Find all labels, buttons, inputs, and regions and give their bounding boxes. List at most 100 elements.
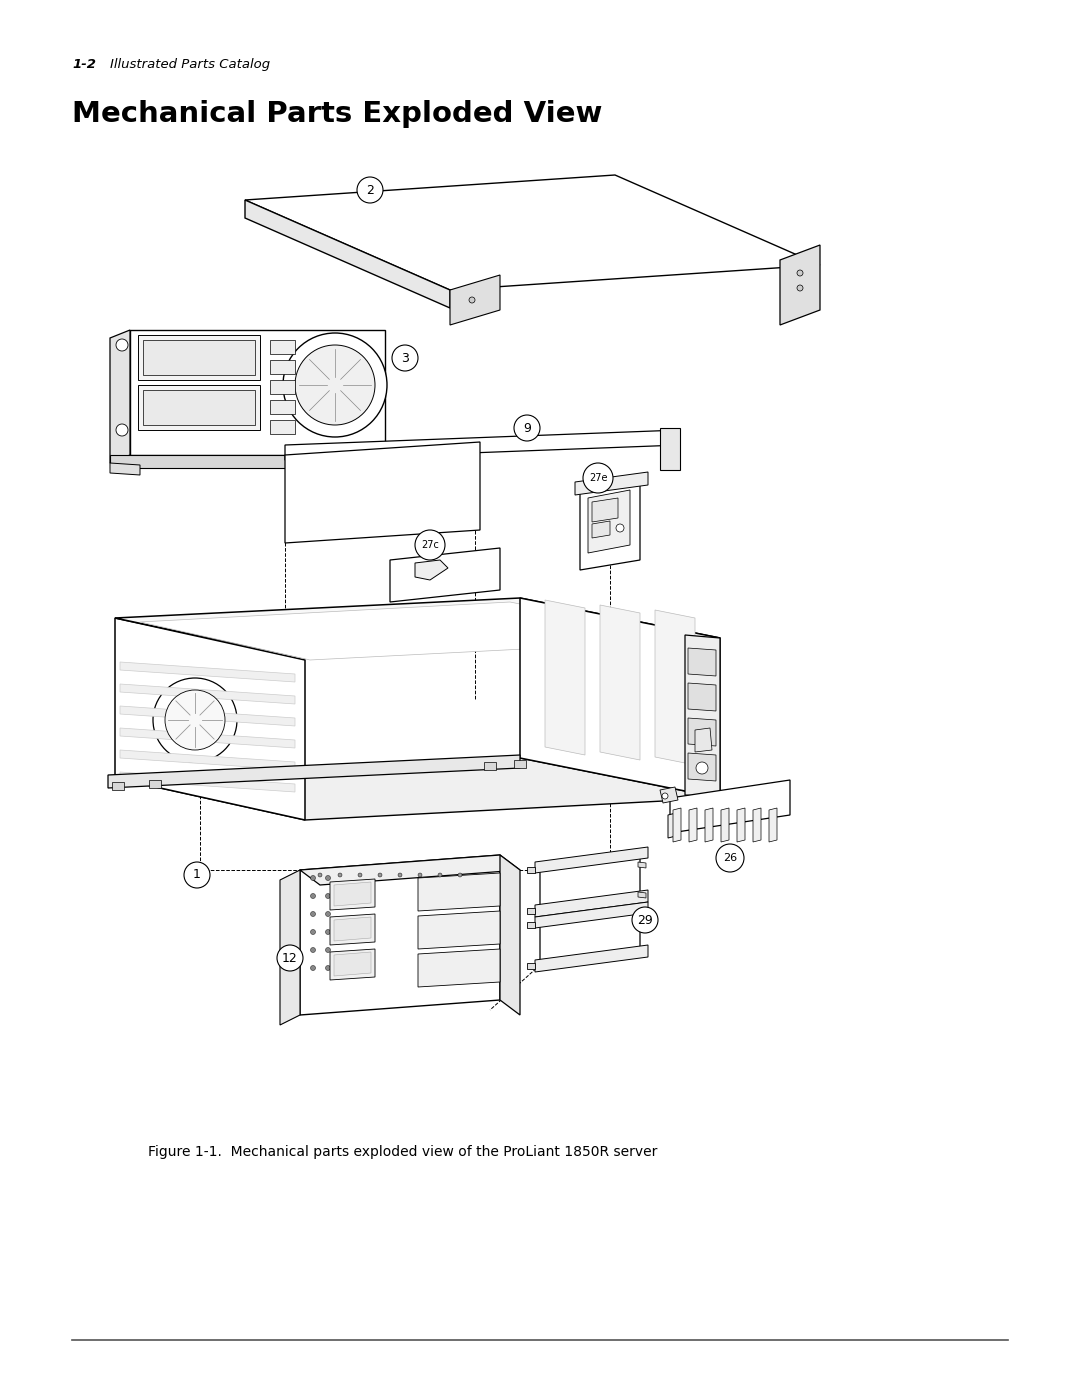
Text: 3: 3 bbox=[401, 352, 409, 365]
Polygon shape bbox=[660, 787, 678, 803]
Polygon shape bbox=[270, 360, 295, 374]
Circle shape bbox=[295, 345, 375, 425]
Polygon shape bbox=[138, 386, 260, 430]
Polygon shape bbox=[575, 472, 648, 495]
Polygon shape bbox=[285, 430, 680, 460]
Circle shape bbox=[716, 844, 744, 872]
Text: 29: 29 bbox=[637, 914, 653, 926]
Circle shape bbox=[311, 947, 315, 953]
Circle shape bbox=[583, 462, 613, 493]
Circle shape bbox=[325, 929, 330, 935]
Polygon shape bbox=[545, 599, 585, 754]
Circle shape bbox=[514, 415, 540, 441]
Polygon shape bbox=[245, 175, 820, 291]
Polygon shape bbox=[334, 916, 372, 942]
Circle shape bbox=[116, 339, 129, 351]
Polygon shape bbox=[120, 685, 295, 704]
Polygon shape bbox=[527, 963, 535, 970]
Polygon shape bbox=[688, 753, 716, 781]
Polygon shape bbox=[540, 909, 640, 965]
Circle shape bbox=[318, 873, 322, 877]
Circle shape bbox=[418, 873, 422, 877]
Polygon shape bbox=[673, 807, 681, 842]
Polygon shape bbox=[588, 490, 630, 553]
Polygon shape bbox=[330, 914, 375, 944]
Circle shape bbox=[616, 524, 624, 532]
Circle shape bbox=[696, 761, 708, 774]
Polygon shape bbox=[108, 754, 519, 788]
Circle shape bbox=[184, 862, 210, 888]
Polygon shape bbox=[330, 949, 375, 981]
Text: 12: 12 bbox=[282, 951, 298, 964]
Polygon shape bbox=[638, 862, 646, 868]
Circle shape bbox=[325, 911, 330, 916]
Circle shape bbox=[325, 894, 330, 898]
Polygon shape bbox=[415, 560, 448, 580]
Polygon shape bbox=[540, 855, 640, 909]
Polygon shape bbox=[660, 427, 680, 469]
Polygon shape bbox=[688, 683, 716, 711]
Polygon shape bbox=[110, 462, 140, 475]
Polygon shape bbox=[143, 339, 255, 374]
Circle shape bbox=[116, 425, 129, 436]
Circle shape bbox=[283, 332, 387, 437]
Circle shape bbox=[325, 965, 330, 971]
Text: Illustrated Parts Catalog: Illustrated Parts Catalog bbox=[110, 59, 270, 71]
Circle shape bbox=[165, 690, 225, 750]
Polygon shape bbox=[519, 598, 720, 798]
Text: 1-2: 1-2 bbox=[72, 59, 96, 71]
Circle shape bbox=[415, 529, 445, 560]
Polygon shape bbox=[535, 902, 648, 928]
Polygon shape bbox=[300, 855, 519, 886]
Polygon shape bbox=[120, 705, 295, 726]
Polygon shape bbox=[527, 908, 535, 914]
Text: 27c: 27c bbox=[421, 541, 438, 550]
Polygon shape bbox=[334, 882, 372, 907]
Polygon shape bbox=[114, 617, 305, 820]
Polygon shape bbox=[418, 949, 500, 988]
Polygon shape bbox=[130, 330, 384, 455]
Text: 2: 2 bbox=[366, 183, 374, 197]
Polygon shape bbox=[110, 330, 130, 462]
Polygon shape bbox=[120, 773, 295, 792]
Polygon shape bbox=[484, 761, 496, 770]
Text: 27e: 27e bbox=[589, 474, 607, 483]
Circle shape bbox=[311, 965, 315, 971]
Circle shape bbox=[438, 873, 442, 877]
Polygon shape bbox=[721, 807, 729, 842]
Polygon shape bbox=[500, 855, 519, 1016]
Polygon shape bbox=[737, 807, 745, 842]
Circle shape bbox=[632, 907, 658, 933]
Polygon shape bbox=[688, 718, 716, 746]
Polygon shape bbox=[592, 521, 610, 538]
Circle shape bbox=[311, 876, 315, 880]
Polygon shape bbox=[270, 339, 295, 353]
Polygon shape bbox=[670, 780, 789, 833]
Polygon shape bbox=[138, 335, 260, 380]
Polygon shape bbox=[514, 760, 526, 768]
Polygon shape bbox=[654, 610, 696, 766]
Polygon shape bbox=[270, 400, 295, 414]
Polygon shape bbox=[769, 807, 777, 842]
Circle shape bbox=[458, 873, 462, 877]
Polygon shape bbox=[110, 455, 384, 468]
Circle shape bbox=[153, 678, 237, 761]
Polygon shape bbox=[600, 605, 640, 760]
Polygon shape bbox=[120, 662, 295, 682]
Polygon shape bbox=[114, 598, 720, 658]
Text: 1: 1 bbox=[193, 869, 201, 882]
Polygon shape bbox=[689, 807, 697, 842]
Polygon shape bbox=[527, 922, 535, 928]
Polygon shape bbox=[120, 728, 295, 747]
Circle shape bbox=[797, 270, 804, 277]
Text: Mechanical Parts Exploded View: Mechanical Parts Exploded View bbox=[72, 101, 603, 129]
Polygon shape bbox=[300, 855, 500, 1016]
Polygon shape bbox=[334, 951, 372, 977]
Polygon shape bbox=[330, 879, 375, 909]
Polygon shape bbox=[112, 782, 124, 789]
Polygon shape bbox=[390, 548, 500, 602]
Circle shape bbox=[469, 298, 475, 303]
Polygon shape bbox=[114, 759, 720, 820]
Circle shape bbox=[357, 873, 362, 877]
Circle shape bbox=[378, 873, 382, 877]
